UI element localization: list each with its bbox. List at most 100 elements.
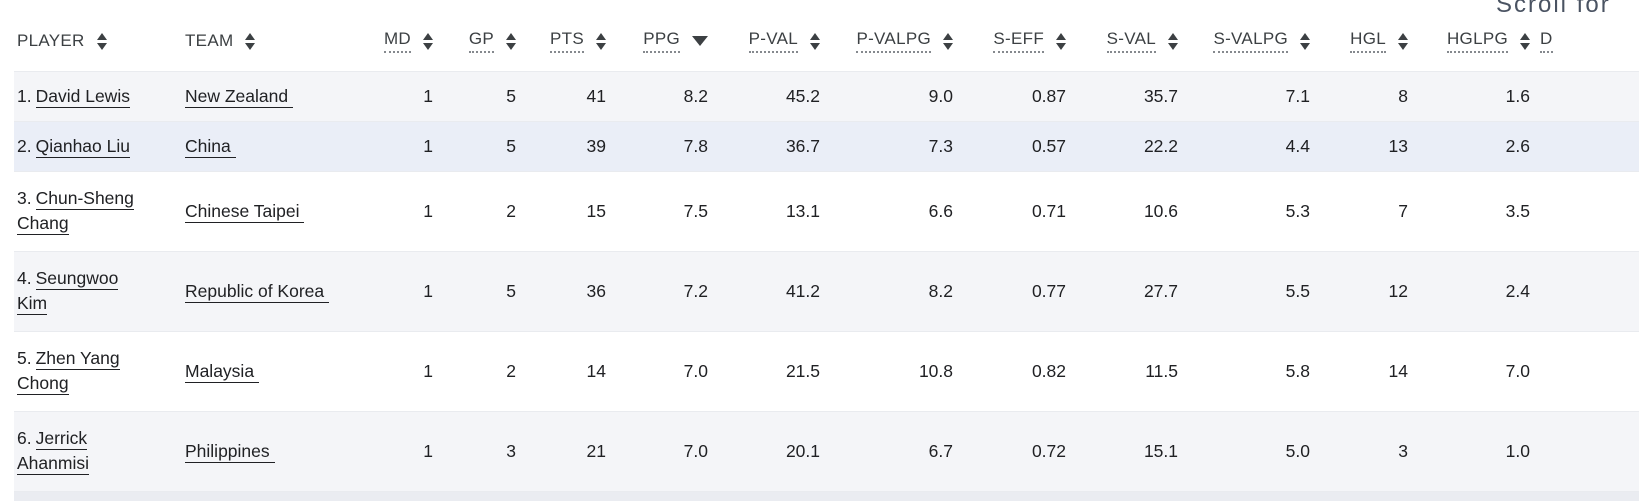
sort-toggle-icon bbox=[1168, 32, 1178, 50]
sort-toggle-icon bbox=[506, 32, 516, 50]
team-link[interactable]: New Zealand bbox=[185, 85, 294, 108]
stat-cell-p-valpg: 6.6 bbox=[928, 200, 953, 221]
stat-cell-ppg: 7.5 bbox=[683, 200, 708, 221]
stat-cell-p-valpg: 6.7 bbox=[928, 440, 953, 461]
stat-cell-s-valpg: 7.1 bbox=[1285, 85, 1310, 106]
stat-cell-d bbox=[1540, 251, 1639, 331]
stat-cell-md: 1 bbox=[423, 280, 433, 301]
player-link[interactable]: Chun-Sheng Chang bbox=[17, 188, 134, 235]
stat-cell-s-eff: 0.72 bbox=[1031, 440, 1066, 461]
stat-cell-d bbox=[1540, 171, 1639, 251]
table-row: 5. Zhen Yang Chong Malaysia 1 2 14 7.0 21… bbox=[14, 331, 1639, 411]
stat-cell-gp: 5 bbox=[506, 85, 516, 106]
player-link[interactable]: Qianhao Liu bbox=[35, 135, 130, 158]
column-label: MD bbox=[383, 29, 411, 54]
team-link[interactable]: China bbox=[185, 135, 236, 158]
column-header-team[interactable]: TEAM bbox=[178, 0, 355, 71]
table-row: 6. Jerrick Ahanmisi Philippines 1 3 21 7.… bbox=[14, 411, 1639, 491]
stat-cell-pts: 14 bbox=[586, 360, 606, 381]
stat-cell-ppg: 7.8 bbox=[683, 135, 708, 156]
column-header-ppg[interactable]: PPG bbox=[616, 0, 718, 71]
column-label: TEAM bbox=[185, 31, 234, 51]
stat-cell-s-eff: 0.57 bbox=[1031, 135, 1066, 156]
stat-cell-ppg: 7.0 bbox=[683, 440, 708, 461]
stat-cell-p-valpg: 7.3 bbox=[928, 135, 953, 156]
stat-cell-pts: 36 bbox=[586, 280, 606, 301]
stat-cell-p-valpg: 8.2 bbox=[928, 280, 953, 301]
player-rank: 2. bbox=[17, 135, 32, 156]
column-header-p-valpg[interactable]: P-VALPG bbox=[830, 0, 963, 71]
column-header-hglpg[interactable]: HGLPG bbox=[1418, 0, 1540, 71]
stat-cell-d bbox=[1540, 411, 1639, 491]
stat-cell-p-val: 13.1 bbox=[785, 200, 820, 221]
team-link[interactable]: Malaysia bbox=[185, 360, 260, 383]
column-label: PLAYER bbox=[17, 31, 85, 51]
team-link[interactable]: Republic of Korea bbox=[185, 280, 330, 303]
stat-cell-gp: 5 bbox=[506, 280, 516, 301]
column-header-d[interactable]: D bbox=[1540, 0, 1639, 71]
table-header-row: PLAYER TEAM MD GP PTS PPG P-VAL P-VALPG … bbox=[14, 0, 1639, 71]
player-link[interactable]: Zhen Yang Chong bbox=[17, 348, 120, 395]
stat-cell-p-val: 21.5 bbox=[785, 360, 820, 381]
stat-cell-s-eff: 0.77 bbox=[1031, 280, 1066, 301]
player-link[interactable]: David Lewis bbox=[35, 85, 130, 108]
sort-toggle-icon bbox=[596, 32, 606, 50]
stat-cell-s-valpg: 5.3 bbox=[1285, 200, 1310, 221]
stat-cell-pts: 21 bbox=[586, 440, 606, 461]
column-header-md[interactable]: MD bbox=[355, 0, 443, 71]
stat-cell-s-val: 22.2 bbox=[1143, 135, 1178, 156]
stat-cell-s-valpg: 5.5 bbox=[1285, 280, 1310, 301]
column-header-s-eff[interactable]: S-EFF bbox=[963, 0, 1076, 71]
table-row: 2. Qianhao Liu China 1 5 39 7.8 36.7 7.3 … bbox=[14, 121, 1639, 171]
column-header-hgl[interactable]: HGL bbox=[1320, 0, 1418, 71]
stat-cell-hgl: 13 bbox=[1388, 135, 1408, 156]
column-label: S-VAL bbox=[1106, 29, 1156, 54]
stat-cell-pts: 15 bbox=[586, 200, 606, 221]
sort-toggle-icon bbox=[1398, 32, 1408, 50]
stat-cell-s-eff: 0.87 bbox=[1031, 85, 1066, 106]
stat-cell-hglpg: 2.4 bbox=[1505, 280, 1530, 301]
stat-cell-hglpg: 3.5 bbox=[1505, 200, 1530, 221]
column-header-s-val[interactable]: S-VAL bbox=[1076, 0, 1188, 71]
column-label: HGLPG bbox=[1446, 29, 1508, 54]
team-link[interactable]: Philippines bbox=[185, 440, 275, 463]
column-label: D bbox=[1540, 29, 1553, 54]
stat-cell-md: 1 bbox=[423, 85, 433, 106]
stat-cell-hglpg: 2.6 bbox=[1505, 135, 1530, 156]
player-link[interactable]: Jerrick Ahanmisi bbox=[17, 428, 89, 475]
player-rank: 6. bbox=[17, 428, 32, 448]
stat-cell-d bbox=[1540, 331, 1639, 411]
column-header-p-val[interactable]: P-VAL bbox=[718, 0, 830, 71]
player-rank: 3. bbox=[17, 188, 32, 208]
sort-toggle-icon bbox=[943, 32, 953, 50]
column-header-s-valpg[interactable]: S-VALPG bbox=[1188, 0, 1320, 71]
stat-cell-hglpg: 1.6 bbox=[1505, 85, 1530, 106]
stat-cell-ppg: 7.2 bbox=[683, 280, 708, 301]
stat-cell-s-eff: 0.71 bbox=[1031, 200, 1066, 221]
player-rank: 5. bbox=[17, 348, 32, 368]
stat-cell-p-val: 45.2 bbox=[785, 85, 820, 106]
stat-cell-pts: 41 bbox=[586, 85, 606, 106]
team-link[interactable]: Chinese Taipei bbox=[185, 200, 305, 223]
stat-cell-hgl: 3 bbox=[1398, 440, 1408, 461]
stat-cell-s-valpg: 4.4 bbox=[1285, 135, 1310, 156]
stat-cell-ppg: 8.2 bbox=[683, 85, 708, 106]
player-link[interactable]: Seungwoo Kim bbox=[17, 268, 119, 315]
column-label: P-VAL bbox=[748, 29, 798, 54]
sort-toggle-icon bbox=[1520, 32, 1530, 50]
stat-cell-p-val: 20.1 bbox=[785, 440, 820, 461]
stat-cell-s-val: 35.7 bbox=[1143, 85, 1178, 106]
column-label: S-EFF bbox=[993, 29, 1044, 54]
stat-cell-d bbox=[1540, 121, 1639, 171]
table-row: 3. Chun-Sheng Chang Chinese Taipei 1 2 15… bbox=[14, 171, 1639, 251]
column-header-gp[interactable]: GP bbox=[443, 0, 526, 71]
column-label: P-VALPG bbox=[856, 29, 931, 54]
stat-cell-hglpg: 7.0 bbox=[1505, 360, 1530, 381]
sort-toggle-icon bbox=[1056, 32, 1066, 50]
scroll-hint: Scroll for bbox=[1496, 0, 1611, 18]
column-label: HGL bbox=[1350, 29, 1386, 54]
column-header-player[interactable]: PLAYER bbox=[14, 0, 178, 71]
column-header-pts[interactable]: PTS bbox=[526, 0, 616, 71]
player-rank: 4. bbox=[17, 268, 32, 288]
stat-cell-gp: 5 bbox=[506, 135, 516, 156]
